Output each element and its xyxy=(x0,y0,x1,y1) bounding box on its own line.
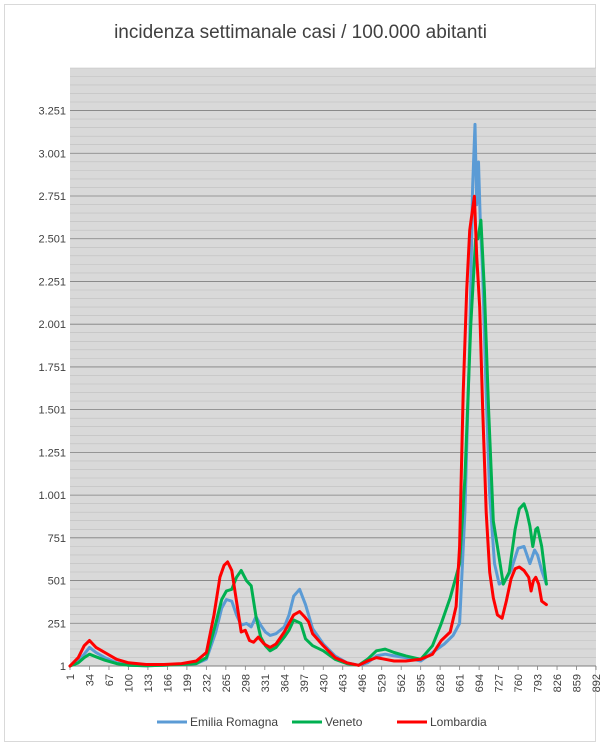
y-tick-label: 3.251 xyxy=(38,106,66,118)
x-tick-label: 793 xyxy=(533,674,545,692)
x-tick-label: 859 xyxy=(572,674,584,692)
x-tick-label: 265 xyxy=(221,674,233,692)
y-tick-label: 2.251 xyxy=(38,276,66,288)
series-line-veneto xyxy=(68,218,548,668)
x-axis: 1 34 67 100 133 166 199 232 265 298 331 364 397 430 46… xyxy=(65,665,601,692)
y-tick-label: 3.001 xyxy=(38,148,66,160)
x-tick-label: 529 xyxy=(377,674,389,692)
x-tick-label: 397 xyxy=(299,674,311,692)
x-tick-label: 727 xyxy=(494,674,506,692)
y-axis: 1 251 501 751 1.001 1.251 1.501 1.751 2.001 2.251… xyxy=(38,106,66,673)
y-tick-label: 1.501 xyxy=(38,405,66,417)
y-tick-label: 1 xyxy=(60,661,66,673)
x-tick-label: 100 xyxy=(123,674,135,692)
legend: Emilia Romagna Veneto Lombardia xyxy=(157,715,487,729)
x-tick-label: 661 xyxy=(455,674,467,692)
x-tick-label: 364 xyxy=(279,674,291,692)
y-tick-label: 251 xyxy=(48,618,66,630)
x-tick-label: 133 xyxy=(143,674,155,692)
chart-title: incidenza settimanale casi / 100.000 abi… xyxy=(114,22,487,43)
x-tick-label: 430 xyxy=(318,674,330,692)
x-tick-label: 463 xyxy=(338,674,350,692)
y-tick-label: 501 xyxy=(48,576,66,588)
x-tick-label: 166 xyxy=(162,674,174,692)
x-tick-label: 826 xyxy=(552,674,564,692)
y-tick-label: 2.001 xyxy=(38,319,66,331)
y-tick-label: 2.751 xyxy=(38,191,66,203)
x-tick-label: 496 xyxy=(357,674,369,692)
x-tick-label: 331 xyxy=(260,674,272,692)
x-tick-label: 760 xyxy=(513,674,525,692)
y-tick-label: 1.001 xyxy=(38,490,66,502)
x-tick-label: 562 xyxy=(396,674,408,692)
y-tick-label: 751 xyxy=(48,533,66,545)
y-tick-label: 1.751 xyxy=(38,362,66,374)
x-tick-label: 628 xyxy=(435,674,447,692)
y-tick-label: 2.501 xyxy=(38,234,66,246)
x-tick-label: 34 xyxy=(84,674,96,686)
legend-label: Lombardia xyxy=(430,715,487,729)
series-line-lombardia xyxy=(68,194,548,668)
x-tick-label: 199 xyxy=(182,674,194,692)
gridlines xyxy=(70,67,596,667)
x-tick-label: 595 xyxy=(416,674,428,692)
legend-label: Veneto xyxy=(325,715,363,729)
x-tick-label: 298 xyxy=(240,674,252,692)
x-tick-label: 1 xyxy=(65,674,77,680)
x-tick-label: 892 xyxy=(591,674,601,692)
x-tick-label: 67 xyxy=(104,674,116,686)
legend-label: Emilia Romagna xyxy=(190,715,278,729)
y-tick-label: 1.251 xyxy=(38,447,66,459)
series-lines xyxy=(68,122,548,668)
x-tick-label: 232 xyxy=(201,674,213,692)
x-tick-label: 694 xyxy=(474,674,486,692)
